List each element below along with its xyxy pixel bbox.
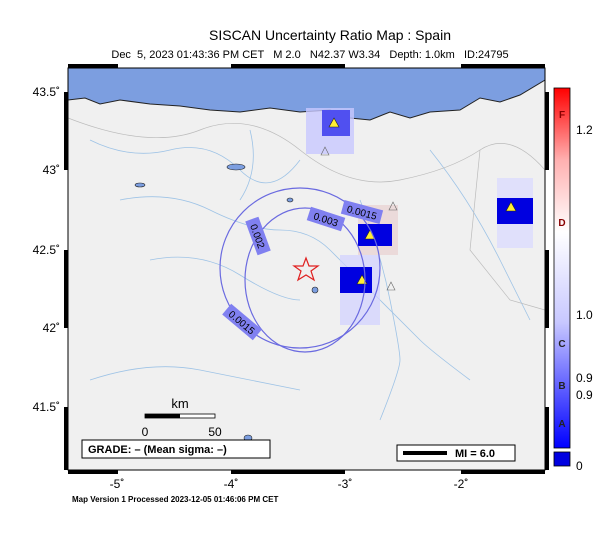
colorbar-value: 1.2: [576, 123, 593, 137]
lat-labels: 43.5˚ 43˚ 42.5˚ 42˚ 41.5˚: [33, 85, 60, 414]
lon-label: -3˚: [338, 477, 353, 491]
scale-title: km: [171, 396, 188, 411]
grade-letter: B: [558, 381, 565, 392]
lon-label: -2˚: [454, 477, 469, 491]
grade-letter: D: [558, 218, 565, 229]
lat-label: 42.5˚: [33, 243, 60, 257]
colorbar-letters: F D C B A: [558, 110, 565, 430]
mi-box: [396, 444, 516, 462]
frame-ticks: [64, 64, 549, 474]
map: [68, 68, 545, 470]
colorbar-value: 0: [576, 459, 583, 473]
grade-letter: C: [558, 339, 565, 350]
colorbar-values: 1.2 1.0 0.9 0.9 0: [576, 123, 593, 473]
subtitle: Dec 5, 2023 01:43:36 PM CET M 2.0 N42.37…: [111, 49, 508, 61]
lat-label: 43˚: [43, 163, 60, 177]
grade-box: [81, 439, 271, 459]
lat-label: 41.5˚: [33, 400, 60, 414]
grade-letter: F: [559, 110, 565, 121]
lon-labels: -5˚ -4˚ -3˚ -2˚: [110, 477, 469, 491]
scale-start: 0: [142, 425, 149, 439]
grade: GRADE: – (Mean sigma: –): [88, 444, 227, 456]
lon-label: -5˚: [110, 477, 125, 491]
mi: MI = 6.0: [455, 448, 495, 460]
title: SISCAN Uncertainty Ratio Map : Spain: [209, 27, 451, 43]
grade-letter: A: [558, 419, 565, 430]
lat-label: 42˚: [43, 321, 60, 335]
colorbar-value: 0.9: [576, 371, 593, 385]
lon-label: -4˚: [224, 477, 239, 491]
lat-label: 43.5˚: [33, 85, 60, 99]
footer: Map Version 1 Processed 2023-12-05 01:46…: [72, 495, 278, 504]
colorbar-value: 0.9: [576, 388, 593, 402]
scale-end: 50: [208, 425, 222, 439]
scale-bar: km 0 50: [142, 396, 222, 439]
colorbar: [553, 87, 571, 449]
colorbar-min: [553, 451, 571, 467]
colorbar-value: 1.0: [576, 308, 593, 322]
